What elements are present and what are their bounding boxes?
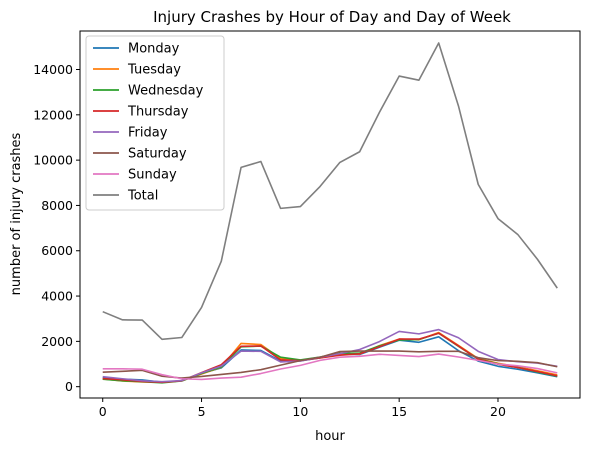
y-tick-label: 6000	[41, 243, 73, 258]
y-tick-label: 2000	[41, 334, 73, 349]
series-line-friday	[102, 328, 558, 383]
legend-label: Friday	[128, 126, 168, 141]
series-line-thursday	[102, 332, 558, 384]
x-tick-label: 15	[391, 404, 407, 419]
chart-title: Injury Crashes by Hour of Day and Day of…	[153, 8, 511, 26]
legend-label: Wednesday	[128, 84, 204, 99]
x-axis-ticks: 0 5 10 15 20	[99, 398, 506, 419]
y-axis-label: number of injury crashes	[9, 132, 24, 295]
y-tick-label: 4000	[41, 289, 73, 304]
legend-label: Saturday	[128, 147, 187, 162]
plot-lines	[102, 42, 558, 384]
y-tick-label: 8000	[41, 198, 73, 213]
legend-label: Total	[127, 189, 158, 204]
x-tick-label: 0	[99, 404, 107, 419]
x-tick-label: 10	[292, 404, 308, 419]
y-tick-label: 12000	[33, 107, 73, 122]
legend-label: Sunday	[128, 168, 177, 183]
legend-box	[85, 35, 225, 211]
x-tick-label: 5	[198, 404, 206, 419]
y-tick-label: 10000	[33, 153, 73, 168]
y-axis-ticks: 0 2000 4000 6000 8000 10000 12000 14000	[33, 62, 80, 394]
legend-label: Tuesday	[127, 63, 181, 78]
x-axis-label: hour	[315, 429, 345, 444]
y-tick-label: 14000	[33, 62, 73, 77]
x-tick-label: 20	[490, 404, 506, 419]
legend-label: Thursday	[127, 105, 189, 120]
legend: Monday Tuesday Wednesday Thursday Friday Satu…	[85, 35, 225, 211]
series-line-total	[102, 42, 558, 341]
plot-area-frame	[79, 30, 581, 399]
y-tick-label: 0	[65, 379, 73, 394]
series-line-sunday	[102, 353, 558, 381]
legend-label: Monday	[128, 42, 180, 57]
